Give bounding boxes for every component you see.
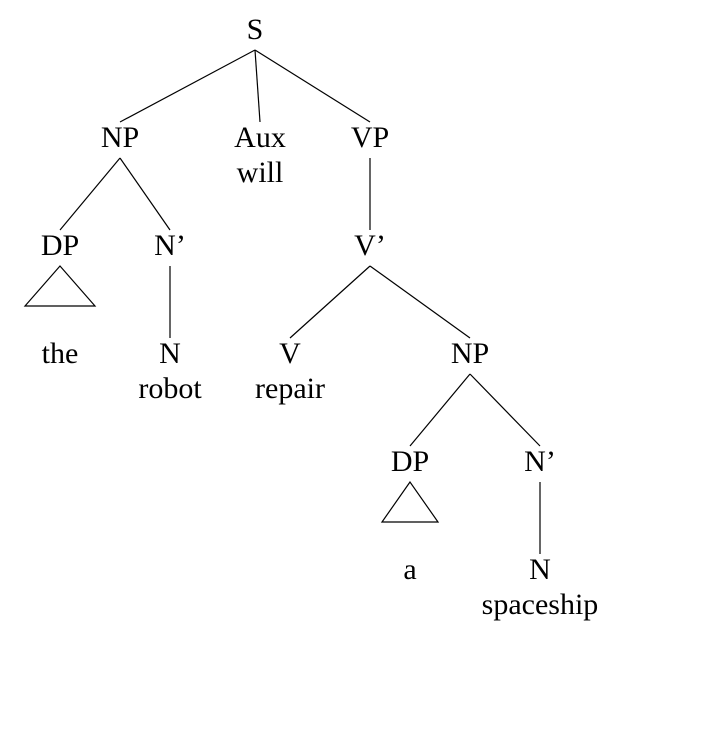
tree-node-label: a [403,553,416,586]
tree-node-label: NP [451,337,489,370]
tree-triangle [382,482,438,522]
tree-node-label: V’ [354,229,386,262]
tree-edge [290,266,370,338]
tree-edge [120,50,255,122]
tree-edge [370,266,470,338]
tree-edge [470,374,540,446]
tree-edge [60,158,120,230]
tree-node-label: VP [351,121,389,154]
tree-node-label: repair [255,372,325,405]
tree-node-label: DP [41,229,79,262]
tree-node-label: V [279,337,301,370]
tree-node-label: N [529,553,551,586]
tree-node-label: N’ [524,445,556,478]
tree-node-label: will [237,156,284,189]
tree-edge [255,50,370,122]
tree-node-label: S [247,13,264,46]
tree-node-label: Aux [234,121,286,154]
tree-node-label: the [42,337,79,370]
tree-edge [255,50,260,122]
tree-edge [120,158,170,230]
tree-node-label: robot [138,372,202,405]
tree-node-label: NP [101,121,139,154]
syntax-tree: S NP Auxwill VP DP N’ the Nrobot V’ Vrepair NP DP N’… [0,0,718,738]
tree-node-label: N [159,337,181,370]
tree-node-label: N’ [154,229,186,262]
tree-node-label: spaceship [482,588,599,621]
tree-edge [410,374,470,446]
tree-node-label: DP [391,445,429,478]
tree-triangle [25,266,95,306]
